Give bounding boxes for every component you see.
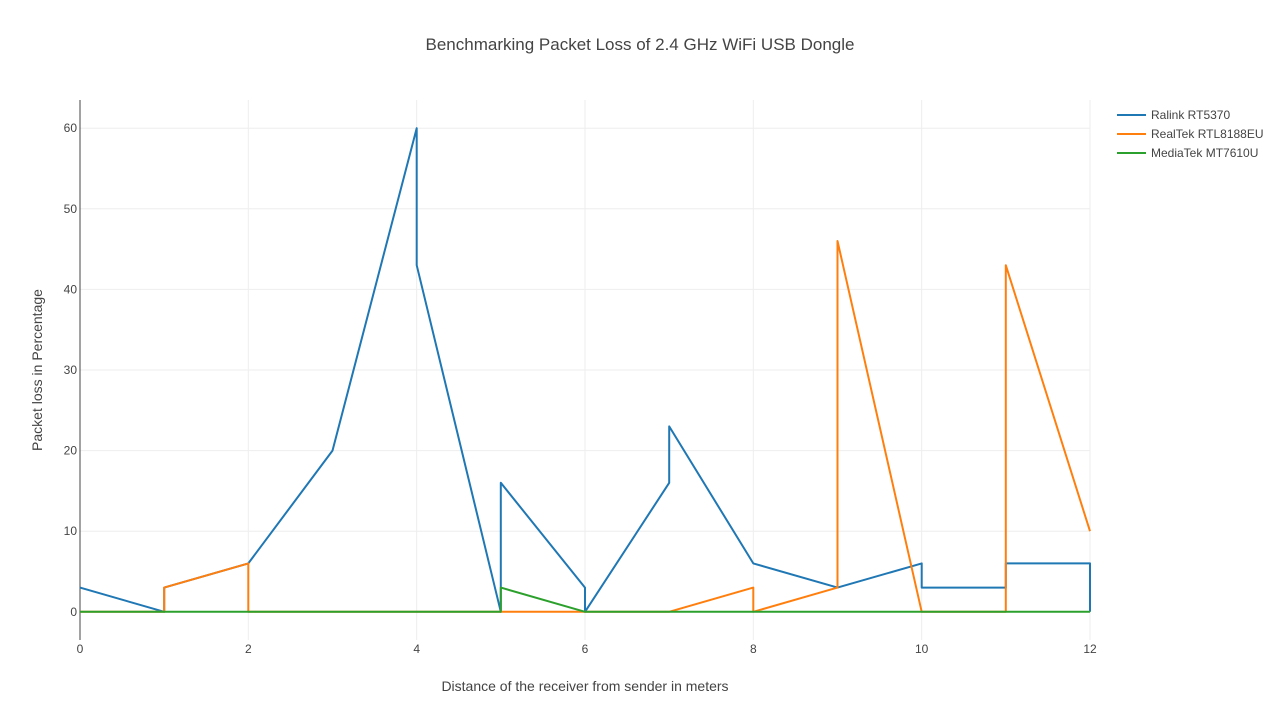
grid-layer (80, 100, 1091, 640)
legend-label-0: Ralink RT5370 (1151, 108, 1230, 122)
y-tick-label: 20 (64, 444, 78, 458)
y-tick-label: 50 (64, 202, 78, 216)
x-axis-title: Distance of the receiver from sender in … (441, 678, 728, 694)
series-line-2 (80, 586, 1090, 613)
x-tick-label: 0 (77, 642, 84, 656)
ticks-layer: 0 2 4 6 8 10 12 0 10 20 30 40 50 60 (64, 121, 1097, 656)
x-tick-label: 8 (750, 642, 757, 656)
series-layer (79, 127, 1091, 613)
y-tick-label: 40 (64, 282, 78, 296)
x-tick-label: 10 (915, 642, 929, 656)
y-tick-label: 60 (64, 121, 78, 135)
x-tick-label: 6 (582, 642, 589, 656)
x-tick-label: 12 (1083, 642, 1097, 656)
x-tick-label: 4 (413, 642, 420, 656)
y-axis-title: Packet loss in Percentage (29, 289, 45, 451)
y-tick-label: 10 (64, 524, 78, 538)
chart-title: Benchmarking Packet Loss of 2.4 GHz WiFi… (426, 35, 855, 54)
y-tick-label: 0 (70, 605, 77, 619)
y-tick-label: 30 (64, 363, 78, 377)
legend: Ralink RT5370 RealTek RTL8188EU MediaTek M… (1117, 108, 1264, 160)
x-tick-label: 2 (245, 642, 252, 656)
legend-label-2: MediaTek MT7610U (1151, 146, 1258, 160)
legend-label-1: RealTek RTL8188EU (1151, 127, 1264, 141)
